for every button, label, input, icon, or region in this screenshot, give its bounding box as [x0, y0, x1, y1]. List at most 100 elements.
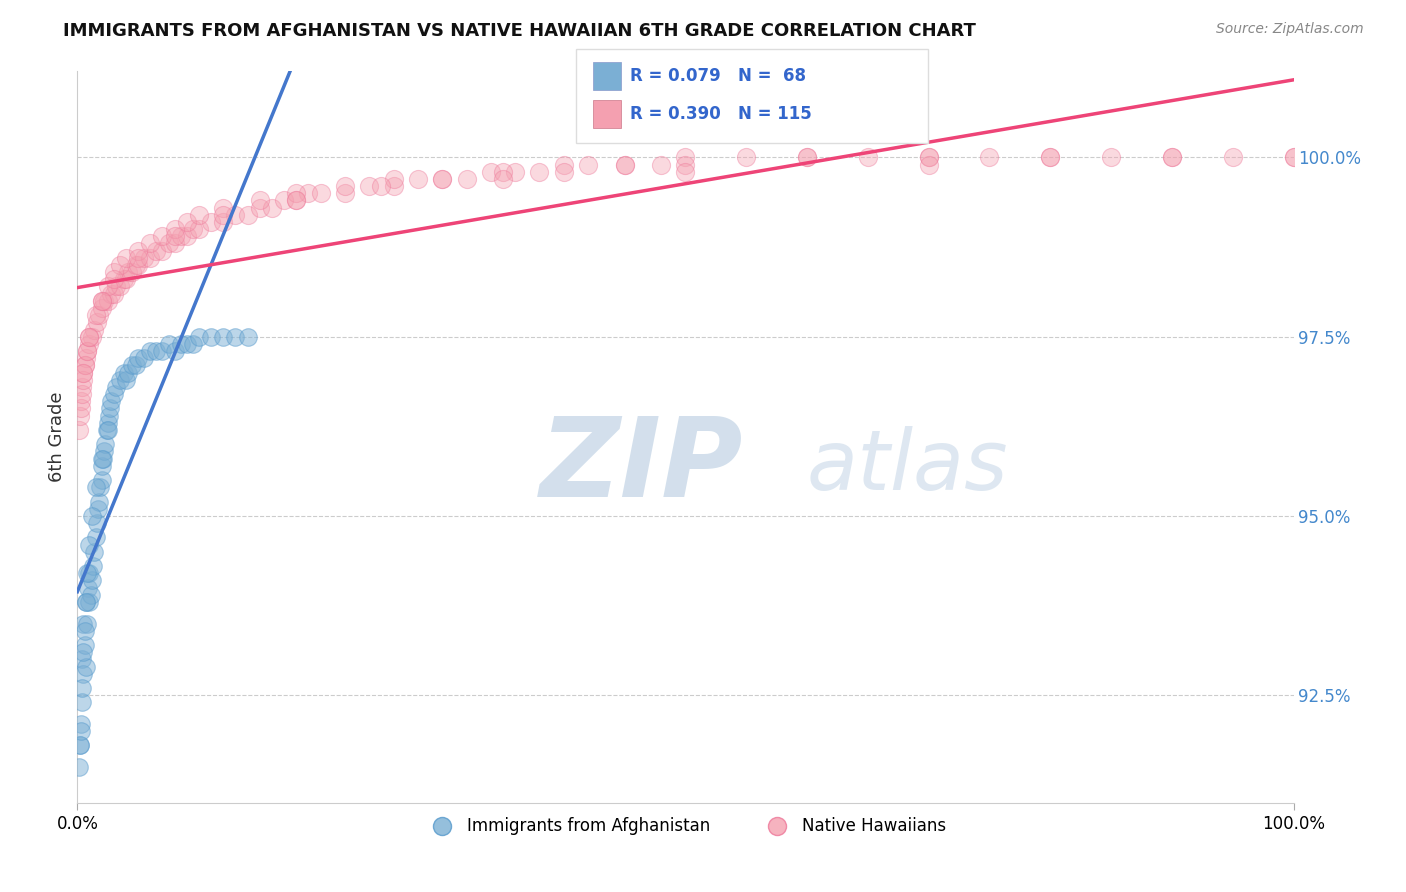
Point [1039, 150, 1062, 164]
Point [70, 695, 93, 709]
Point [76, 344, 98, 359]
Point [77, 581, 100, 595]
Point [170, 336, 193, 351]
Point [89, 308, 111, 322]
Point [75, 595, 97, 609]
Point [675, 165, 697, 179]
Point [134, 351, 156, 366]
Point [157, 236, 180, 251]
Point [86, 516, 108, 530]
Point [97, 423, 120, 437]
Text: R = 0.390   N = 115: R = 0.390 N = 115 [630, 105, 811, 123]
Point [181, 336, 204, 351]
Point [249, 201, 271, 215]
Point [70, 401, 93, 416]
Point [918, 150, 941, 164]
Point [91, 451, 114, 466]
Point [84, 531, 107, 545]
Point [103, 265, 125, 279]
Point [200, 215, 222, 229]
Point [145, 244, 167, 258]
Point [72, 366, 94, 380]
Point [249, 194, 271, 208]
Point [67, 423, 90, 437]
Point [430, 172, 453, 186]
Point [72, 616, 94, 631]
Point [406, 172, 429, 186]
Point [188, 208, 211, 222]
Point [79, 336, 101, 351]
Point [382, 172, 405, 186]
Point [1222, 150, 1244, 164]
Point [163, 229, 186, 244]
Point [90, 458, 112, 473]
Point [260, 201, 283, 215]
Point [134, 251, 156, 265]
Point [152, 344, 174, 359]
Point [224, 329, 246, 343]
Point [72, 366, 94, 380]
Point [90, 451, 112, 466]
Point [139, 236, 162, 251]
Point [297, 186, 319, 201]
Point [70, 681, 93, 695]
Point [553, 158, 575, 172]
Point [176, 229, 198, 244]
Point [139, 251, 162, 265]
Point [236, 329, 259, 343]
Point [127, 258, 149, 272]
Point [90, 473, 112, 487]
Point [100, 286, 122, 301]
Point [84, 308, 107, 322]
Point [285, 194, 308, 208]
Point [75, 595, 97, 609]
Point [79, 329, 101, 343]
Point [1099, 150, 1122, 164]
Point [170, 229, 193, 244]
Point [93, 444, 115, 458]
Point [69, 739, 91, 753]
Point [79, 566, 101, 581]
Point [79, 595, 101, 609]
Point [70, 724, 93, 739]
Point [370, 179, 392, 194]
Point [152, 244, 174, 258]
Point [70, 380, 93, 394]
Point [96, 423, 118, 437]
Text: Source: ZipAtlas.com: Source: ZipAtlas.com [1216, 22, 1364, 37]
Point [94, 437, 117, 451]
Point [139, 344, 162, 359]
Point [127, 351, 149, 366]
Point [212, 208, 235, 222]
Text: R = 0.079   N =  68: R = 0.079 N = 68 [630, 67, 806, 85]
Point [75, 659, 97, 673]
Point [86, 315, 108, 329]
Point [103, 387, 125, 401]
Legend: Immigrants from Afghanistan, Native Hawaiians: Immigrants from Afghanistan, Native Hawa… [419, 811, 952, 842]
Point [333, 186, 356, 201]
Point [70, 717, 93, 731]
Point [176, 215, 198, 229]
Point [70, 394, 93, 409]
Point [359, 179, 381, 194]
Point [115, 272, 138, 286]
Point [117, 366, 139, 380]
Y-axis label: 6th Grade: 6th Grade [48, 392, 66, 483]
Point [333, 179, 356, 194]
Point [212, 201, 235, 215]
Point [83, 545, 105, 559]
Point [796, 150, 818, 164]
Point [72, 373, 94, 387]
Point [675, 158, 697, 172]
Point [503, 165, 526, 179]
Point [309, 186, 332, 201]
Point [103, 272, 125, 286]
Point [1282, 150, 1305, 164]
Point [176, 336, 198, 351]
Point [613, 158, 636, 172]
Point [83, 322, 105, 336]
Point [89, 480, 111, 494]
Point [80, 574, 103, 588]
Point [79, 538, 101, 552]
Point [212, 215, 235, 229]
